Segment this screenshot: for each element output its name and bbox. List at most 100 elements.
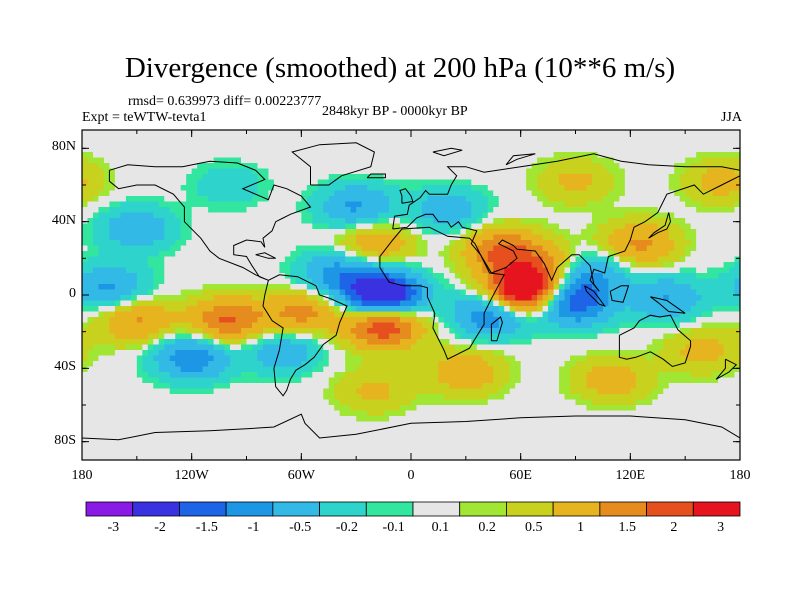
field-cell: [449, 328, 456, 335]
field-cell: [301, 201, 308, 208]
field-cell: [328, 322, 335, 329]
field-cell: [471, 135, 478, 142]
field-cell: [465, 278, 472, 285]
field-cell: [328, 168, 335, 175]
field-cell: [635, 141, 642, 148]
field-cell: [668, 168, 675, 175]
field-cell: [87, 201, 94, 208]
field-cell: [273, 229, 280, 236]
field-cell: [619, 284, 626, 291]
field-cell: [213, 262, 220, 269]
field-cell: [476, 146, 483, 153]
field-cell: [323, 284, 330, 291]
field-cell: [432, 141, 440, 148]
field-cell: [685, 130, 692, 137]
field-cell: [224, 306, 231, 313]
field-cell: [158, 190, 165, 197]
field-cell: [169, 196, 176, 203]
field-cell: [186, 278, 193, 285]
field-cell: [591, 141, 599, 148]
field-cell: [465, 273, 472, 280]
field-cell: [290, 207, 297, 214]
field-cell: [312, 317, 319, 324]
field-cell: [449, 146, 456, 153]
field-cell: [718, 207, 725, 214]
field-cell: [383, 289, 390, 296]
field-cell: [219, 163, 226, 170]
field-cell: [531, 141, 538, 148]
field-cell: [257, 135, 264, 142]
field-cell: [674, 350, 681, 357]
field-cell: [476, 311, 483, 318]
field-cell: [542, 311, 549, 318]
field-cell: [526, 229, 533, 236]
field-cell: [279, 163, 286, 170]
field-cell: [701, 212, 708, 219]
field-cell: [268, 157, 275, 164]
field-cell: [460, 317, 467, 324]
field-cell: [175, 207, 182, 214]
field-cell: [328, 229, 335, 236]
field-cell: [443, 196, 450, 203]
field-cell: [136, 212, 143, 219]
field-cell: [493, 179, 500, 186]
field-cell: [701, 256, 708, 263]
field-cell: [120, 135, 127, 142]
field-cell: [169, 130, 176, 137]
field-cell: [301, 333, 308, 340]
field-cell: [147, 267, 154, 274]
field-cell: [202, 284, 209, 291]
field-cell: [663, 317, 670, 324]
field-cell: [290, 289, 297, 296]
field-cell: [378, 245, 385, 252]
field-cell: [657, 157, 664, 164]
field-cell: [542, 339, 549, 346]
field-cell: [312, 328, 319, 335]
field-cell: [356, 317, 363, 324]
field-cell: [460, 201, 467, 208]
field-cell: [279, 185, 286, 192]
field-cell: [202, 251, 209, 258]
field-cell: [498, 141, 505, 148]
field-cell: [131, 218, 138, 225]
field-cell: [186, 240, 193, 247]
field-cell: [591, 245, 599, 252]
field-cell: [696, 273, 703, 280]
field-cell: [224, 157, 231, 164]
field-cell: [98, 223, 105, 230]
field-cell: [454, 179, 461, 186]
field-cell: [328, 284, 335, 291]
field-cell: [729, 157, 736, 164]
field-cell: [306, 328, 313, 335]
field-cell: [608, 240, 615, 247]
field-cell: [635, 234, 642, 241]
field-cell: [394, 234, 401, 241]
field-cell: [515, 300, 522, 307]
field-cell: [416, 130, 423, 137]
field-cell: [570, 135, 577, 142]
field-cell: [323, 245, 330, 252]
field-cell: [142, 212, 149, 219]
field-cell: [120, 157, 127, 164]
field-cell: [641, 135, 648, 142]
field-cell: [312, 306, 319, 313]
field-cell: [520, 212, 527, 219]
field-cell: [674, 339, 681, 346]
field-cell: [531, 306, 538, 313]
field-cell: [531, 295, 538, 302]
period-label: 2848kyr BP - 0000kyr BP: [322, 104, 468, 119]
field-cell: [284, 157, 291, 164]
field-cell: [487, 218, 494, 225]
field-cell: [476, 240, 483, 247]
field-cell: [498, 218, 505, 225]
field-cell: [202, 278, 209, 285]
field-cell: [284, 339, 291, 346]
field-cell: [712, 174, 719, 181]
field-cell: [87, 240, 94, 247]
field-cell: [635, 185, 642, 192]
field-cell: [690, 130, 697, 137]
field-cell: [169, 207, 176, 214]
field-cell: [109, 278, 116, 285]
field-cell: [273, 333, 280, 340]
field-cell: [619, 300, 626, 307]
